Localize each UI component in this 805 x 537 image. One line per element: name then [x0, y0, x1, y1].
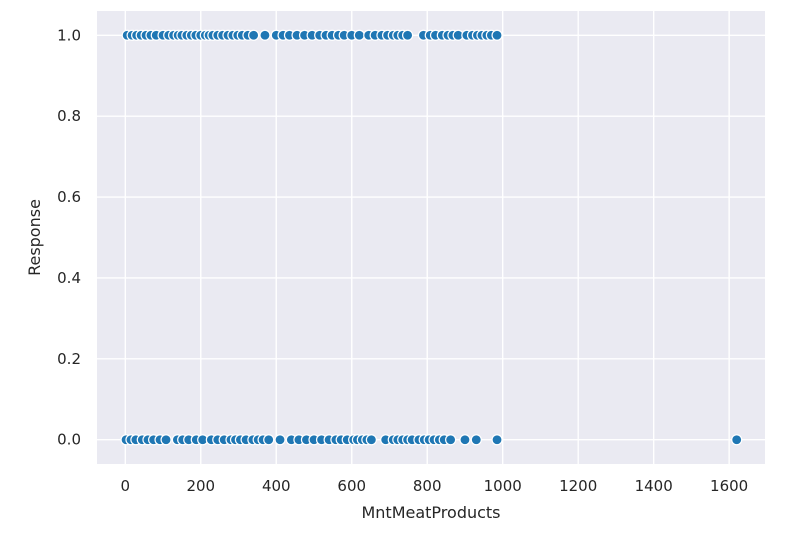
x-tick-labels: 0 200 400 600 800 1000 1200 1400 1600 [121, 477, 749, 495]
x-tick-label: 200 [186, 477, 215, 495]
data-point [402, 29, 414, 41]
y-tick-label: 0.0 [57, 431, 81, 449]
x-tick-label: 1600 [710, 477, 748, 495]
x-tick-label: 1400 [635, 477, 673, 495]
x-axis-label: MntMeatProducts [361, 503, 500, 522]
data-point [365, 434, 377, 446]
data-point [160, 434, 172, 446]
y-tick-label: 1.0 [57, 26, 81, 44]
y-tick-label: 0.6 [57, 188, 81, 206]
plot-area [97, 11, 765, 464]
x-tick-label: 400 [262, 477, 291, 495]
x-tick-label: 1000 [484, 477, 522, 495]
data-point [491, 434, 503, 446]
gridlines [97, 11, 765, 464]
y-tick-label: 0.8 [57, 107, 81, 125]
data-point [470, 434, 482, 446]
data-point [491, 29, 503, 41]
data-point [259, 29, 271, 41]
y-tick-labels: 0.0 0.2 0.4 0.6 0.8 1.0 [57, 26, 81, 448]
data-point [731, 434, 743, 446]
x-tick-label: 0 [121, 477, 131, 495]
x-tick-label: 800 [413, 477, 442, 495]
data-point [263, 434, 275, 446]
scatter-points [120, 29, 743, 446]
x-tick-label: 1200 [559, 477, 597, 495]
data-point [445, 434, 457, 446]
data-point [274, 434, 286, 446]
y-axis-label: Response [25, 199, 44, 276]
y-tick-label: 0.2 [57, 350, 81, 368]
data-point [459, 434, 471, 446]
data-point [353, 29, 365, 41]
x-tick-label: 600 [337, 477, 366, 495]
y-tick-label: 0.4 [57, 269, 81, 287]
data-point [248, 29, 260, 41]
